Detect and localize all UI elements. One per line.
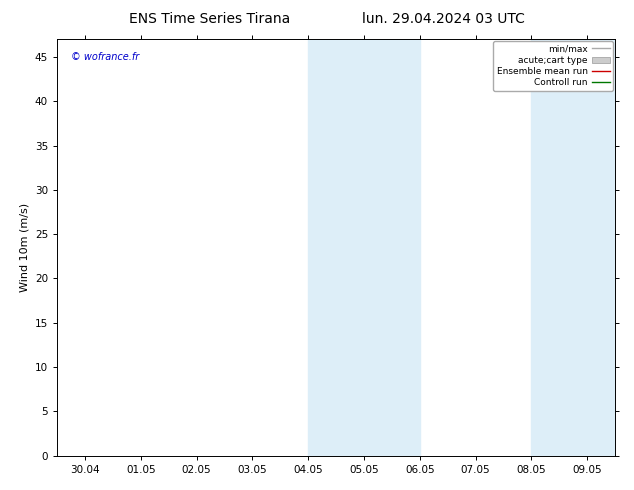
Legend: min/max, acute;cart type, Ensemble mean run, Controll run: min/max, acute;cart type, Ensemble mean … (493, 41, 613, 91)
Text: © wofrance.fr: © wofrance.fr (71, 52, 139, 62)
Y-axis label: Wind 10m (m/s): Wind 10m (m/s) (19, 203, 29, 292)
Bar (308, 39, 420, 456)
Text: ENS Time Series Tirana: ENS Time Series Tirana (129, 12, 290, 26)
Bar (531, 39, 615, 456)
Text: lun. 29.04.2024 03 UTC: lun. 29.04.2024 03 UTC (363, 12, 525, 26)
